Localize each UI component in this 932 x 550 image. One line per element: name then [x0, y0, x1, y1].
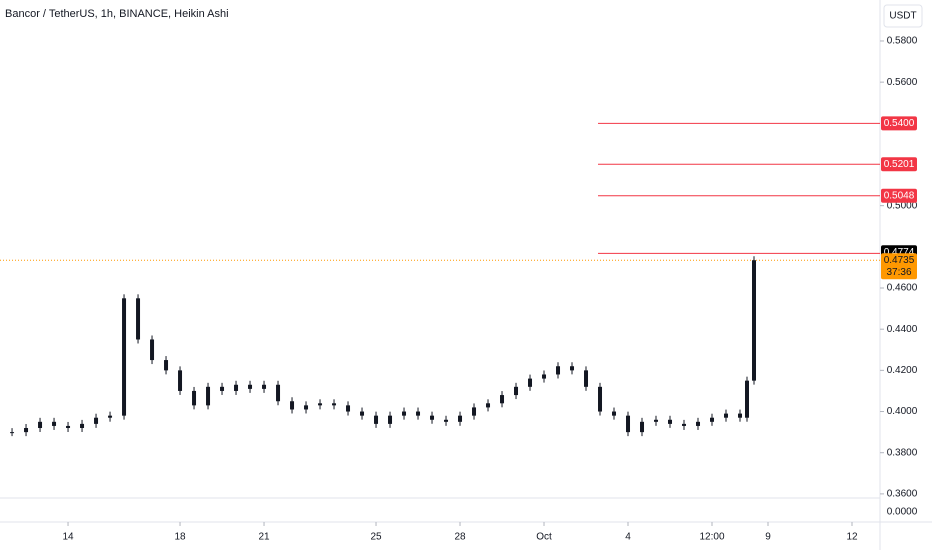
candle: [178, 370, 183, 391]
candle: [668, 419, 673, 424]
candle: [500, 395, 505, 404]
candle: [514, 386, 519, 396]
current-badge: [881, 253, 917, 280]
high-label: 0.4774: [884, 247, 915, 258]
candle: [745, 380, 750, 418]
y-tick-label: 0.4000: [887, 406, 918, 417]
candle: [542, 374, 547, 379]
candle: [164, 360, 169, 371]
candle: [234, 384, 239, 391]
candle: [388, 415, 393, 424]
candle: [66, 425, 71, 429]
candle: [38, 421, 43, 429]
candle: [248, 384, 253, 389]
candle: [290, 401, 295, 410]
candle: [696, 421, 701, 426]
x-tick-label: 28: [454, 532, 466, 543]
candle: [626, 415, 631, 433]
x-tick-label: 21: [258, 532, 270, 543]
candle: [598, 386, 603, 412]
y-tick-label: 0.5600: [887, 77, 918, 88]
level-label: 0.5201: [884, 159, 915, 170]
y-tick-label: 0.4200: [887, 365, 918, 376]
x-tick-label: 4: [625, 532, 631, 543]
level-badge: [881, 157, 917, 172]
y-tick-label: 0.4600: [887, 283, 918, 294]
candle: [402, 411, 407, 416]
candle: [192, 390, 197, 406]
candle: [304, 405, 309, 410]
x-tick-label: 25: [370, 532, 382, 543]
level-label: 0.5400: [884, 118, 915, 129]
y-tick-label: 0.4400: [887, 324, 918, 335]
x-tick-label: 12: [846, 532, 858, 543]
candle: [528, 378, 533, 387]
candle: [332, 403, 337, 406]
x-tick-label: Oct: [536, 532, 552, 543]
candle: [150, 339, 155, 361]
countdown: 37:36: [886, 267, 911, 278]
x-tick-label: 9: [765, 532, 771, 543]
candle: [444, 419, 449, 422]
candle: [80, 423, 85, 429]
candle: [262, 384, 267, 389]
candle: [612, 411, 617, 416]
y-tick-label: 0.5000: [887, 200, 918, 211]
candle: [458, 415, 463, 422]
candle: [416, 411, 421, 416]
candle: [710, 417, 715, 422]
candle: [374, 415, 379, 424]
candle: [10, 432, 15, 434]
candle: [122, 298, 127, 416]
volume-axis-label: 0.0000: [887, 507, 918, 518]
candle: [276, 384, 281, 402]
candle: [136, 298, 141, 340]
candle: [682, 423, 687, 426]
candle: [220, 386, 225, 391]
candle: [108, 415, 113, 418]
candle: [556, 366, 561, 375]
candle: [724, 413, 729, 418]
candle: [472, 407, 477, 416]
currency[interactable]: USDT: [889, 11, 916, 22]
candle: [318, 403, 323, 406]
candle: [486, 403, 491, 408]
currency-button[interactable]: [883, 4, 923, 28]
candle: [206, 386, 211, 406]
candle: [654, 419, 659, 422]
y-tick-label: 0.3800: [887, 447, 918, 458]
candle: [584, 370, 589, 387]
candle: [430, 415, 435, 420]
candle: [752, 260, 757, 381]
candle: [640, 421, 645, 433]
chart-title: Bancor / TetherUS, 1h, BINANCE, Heikin A…: [5, 8, 229, 20]
candle: [24, 428, 29, 433]
x-tick-label: 18: [174, 532, 186, 543]
candle: [570, 366, 575, 371]
x-tick-label: 14: [62, 532, 74, 543]
candle: [94, 417, 99, 424]
y-tick-label: 0.5800: [887, 36, 918, 47]
candle: [52, 421, 57, 426]
candle: [738, 413, 743, 418]
level-badge: [881, 188, 917, 203]
x-tick-label: 12:00: [699, 532, 724, 543]
candle: [360, 411, 365, 416]
y-tick-label: 0.3600: [887, 489, 918, 500]
current-label: 0.4735: [884, 255, 915, 266]
level-label: 0.5048: [884, 190, 915, 201]
candle: [346, 405, 351, 412]
level-badge: [881, 116, 917, 131]
